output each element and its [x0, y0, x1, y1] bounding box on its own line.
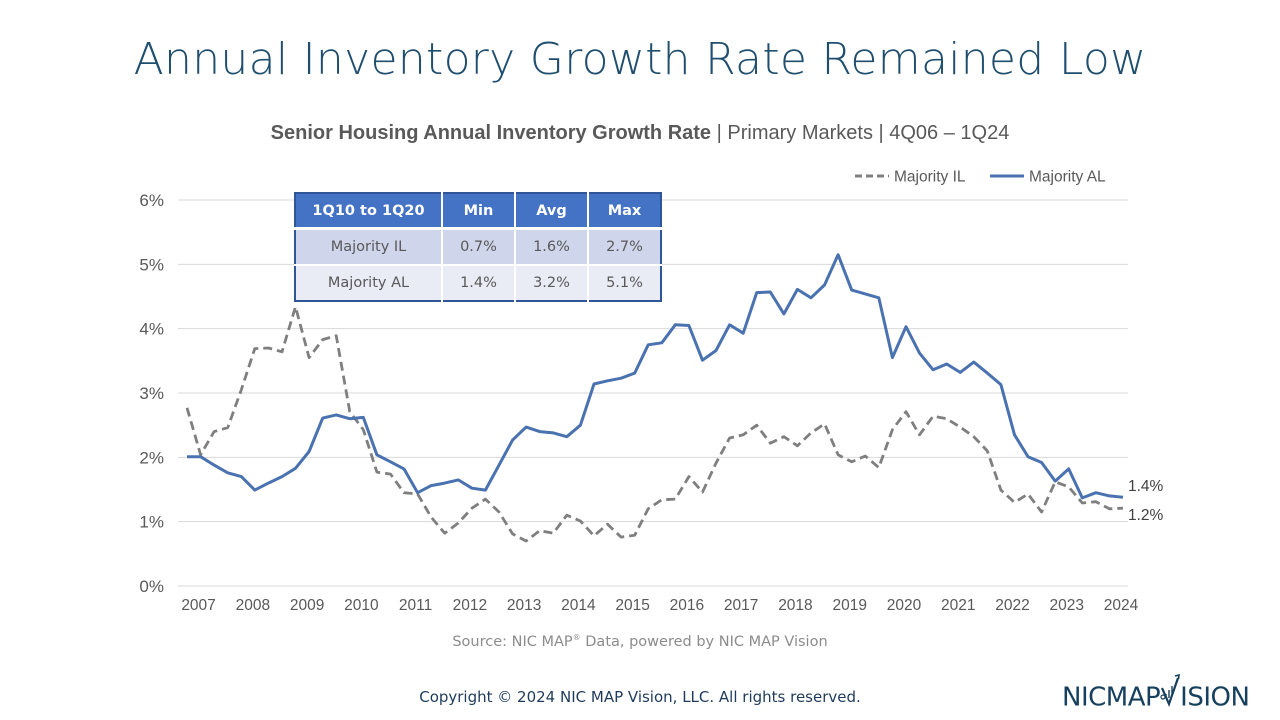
x-tick-label: 2007 [181, 597, 215, 614]
legend-label: Majority AL [1029, 169, 1106, 186]
series-line-majority-al [187, 253, 1124, 500]
stats-table: 1Q10 to 1Q20 Min Avg Max Majority IL 0.7… [294, 192, 662, 302]
x-tick-label: 2009 [290, 597, 324, 614]
registered-mark: ® [572, 633, 581, 642]
x-tick-label: 2023 [1049, 597, 1083, 614]
x-tick-label: 2024 [1104, 597, 1139, 614]
x-axis-ticks: 2007 2008 2009 2010 2011 2012 2013 2014 2015 2016… [181, 597, 1138, 614]
chart-subtitle-bold: Senior Housing Annual Inventory Growth R… [270, 122, 712, 144]
x-tick-label: 2011 [399, 597, 432, 614]
x-tick-label: 2010 [344, 597, 379, 614]
y-tick-label: 3% [139, 384, 164, 403]
series-lines [185, 253, 1124, 543]
end-labels: 1.2% 1.4% [1128, 478, 1164, 524]
legend: Majority IL Majority AL [855, 169, 1106, 186]
row-min: 1.4% [442, 265, 516, 301]
source-suffix: Data, powered by NIC MAP Vision [580, 633, 828, 650]
row-max: 2.7% [588, 228, 661, 266]
x-tick-label: 2008 [236, 597, 270, 614]
series-line-majority-il [185, 305, 1124, 543]
stats-header-avg: Avg [515, 193, 589, 230]
end-value-label: 1.2% [1128, 507, 1164, 524]
logo-v-chart-icon [1160, 674, 1181, 708]
y-axis-ticks: 0% 1% 2% 3% 4% 5% 6% [139, 191, 164, 596]
x-tick-label: 2014 [561, 597, 596, 614]
row-avg: 1.6% [515, 228, 589, 266]
chart-subtitle-rest: | Primary Markets | 4Q06 – 1Q24 [711, 122, 1010, 144]
x-tick-label: 2013 [507, 597, 541, 614]
stats-header-max: Max [588, 193, 661, 230]
row-max: 5.1% [588, 265, 661, 301]
logo-text-right: ISION [1180, 682, 1250, 713]
y-tick-label: 6% [139, 191, 164, 210]
table-row: Majority AL 1.4% 3.2% 5.1% [295, 265, 661, 301]
copyright-notice: Copyright © 2024 NIC MAP Vision, LLC. Al… [419, 688, 861, 706]
logo-text-left: NICMAP [1062, 682, 1161, 713]
x-tick-label: 2018 [778, 597, 812, 614]
x-tick-label: 2012 [453, 597, 487, 614]
row-label: Majority IL [295, 228, 443, 266]
legend-label: Majority IL [894, 169, 966, 186]
end-value-label: 1.4% [1128, 478, 1164, 495]
x-tick-label: 2016 [670, 597, 704, 614]
y-tick-label: 2% [139, 448, 164, 467]
y-tick-label: 1% [139, 513, 164, 532]
x-tick-label: 2015 [615, 597, 649, 614]
x-tick-label: 2017 [724, 597, 758, 614]
row-label: Majority AL [295, 265, 443, 301]
x-tick-label: 2020 [887, 597, 922, 614]
stats-table-header-row: 1Q10 to 1Q20 Min Avg Max [295, 193, 661, 230]
x-tick-label: 2021 [941, 597, 975, 614]
y-tick-label: 4% [139, 320, 164, 339]
table-row: Majority IL 0.7% 1.6% 2.7% [295, 228, 661, 266]
y-tick-label: 5% [139, 255, 164, 274]
company-logo: NICMAP ISION [1062, 674, 1250, 713]
y-tick-label: 0% [139, 577, 164, 596]
x-tick-label: 2019 [832, 597, 866, 614]
stats-header-min: Min [442, 193, 516, 230]
x-tick-label: 2022 [995, 597, 1029, 614]
chart-subtitle: Senior Housing Annual Inventory Growth R… [0, 122, 1280, 145]
row-min: 0.7% [442, 228, 516, 266]
source-prefix: Source: NIC MAP [452, 633, 573, 650]
slide-title: Annual Inventory Growth Rate Remained Lo… [133, 34, 1147, 85]
row-avg: 3.2% [515, 265, 589, 301]
stats-header-period: 1Q10 to 1Q20 [295, 193, 443, 230]
source-note: Source: NIC MAP® Data, powered by NIC MA… [0, 633, 1280, 650]
